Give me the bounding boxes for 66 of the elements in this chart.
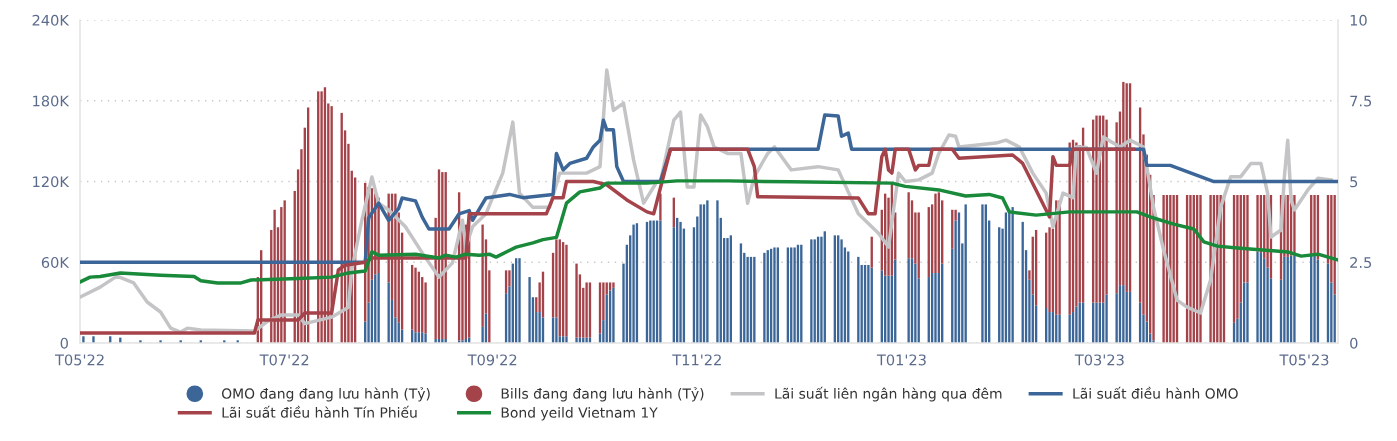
y2-tick-label: 7.5 [1350, 95, 1372, 107]
y2-tick-label: 0 [1350, 337, 1358, 349]
bar [716, 200, 719, 344]
bar [608, 282, 612, 291]
x-tick-label: T09'22 [467, 354, 517, 366]
bar [1075, 306, 1078, 344]
bar [92, 336, 95, 344]
bar [706, 200, 709, 344]
line-series [80, 179, 1339, 285]
bar [1293, 255, 1296, 344]
bar [159, 340, 162, 344]
x-tick-label: T11'22 [672, 354, 721, 366]
bar [632, 224, 635, 344]
bar [575, 337, 578, 344]
bar [575, 263, 578, 338]
y2-tick-label: 10 [1350, 14, 1367, 26]
legend-label: Bills đang đang lưu hành (Tỷ) [501, 387, 704, 402]
x-tick-label: T01'23 [876, 354, 926, 366]
bar [1236, 194, 1239, 319]
legend-label: Lãi suất điều hành Tín Phiếu [222, 405, 417, 418]
bar [753, 256, 756, 344]
bar [746, 256, 749, 344]
bar [1122, 285, 1125, 344]
bar [1256, 251, 1259, 344]
y-tick-label: 0 [60, 337, 68, 349]
y-tick-label: 120K [33, 176, 70, 188]
y2-tick-label: 2.5 [1350, 256, 1372, 269]
bar [857, 256, 860, 344]
line-series [80, 68, 1334, 334]
y-tick-label: 60K [41, 256, 70, 269]
bar [659, 220, 662, 344]
bar [679, 221, 682, 344]
x-tick-label: T07'22 [259, 354, 309, 366]
legend-label: Bond yeild Vietnam 1Y [501, 407, 658, 421]
bar [1068, 314, 1071, 344]
bar [528, 277, 531, 344]
bar [699, 204, 702, 344]
x-tick-label: T03'23 [1074, 354, 1124, 366]
bar [555, 317, 558, 344]
x-tick-label: T05'22 [54, 354, 104, 366]
bar [1246, 194, 1249, 283]
bar [585, 282, 588, 338]
bar [840, 239, 843, 344]
bar [907, 258, 910, 344]
bar [565, 336, 568, 344]
bar [565, 244, 568, 337]
bar [612, 282, 615, 288]
legend-label: Lãi suất liên ngân hàng qua đêm [775, 386, 1002, 402]
y-tick-label: 180K [33, 95, 70, 107]
bar [139, 340, 142, 344]
y-tick-label: 240K [32, 14, 70, 26]
bar [434, 338, 437, 344]
bar [659, 193, 662, 221]
bar [82, 336, 85, 344]
bar [1105, 294, 1108, 344]
x-tick-label: T05'23 [1279, 354, 1329, 366]
y2-tick-label: 5 [1350, 176, 1358, 188]
legend-label: OMO đang đang lưu hành (Tỷ) [221, 387, 430, 402]
bar [612, 287, 615, 344]
bar [907, 192, 910, 259]
legend-label: Lãi suất điều hành OMO [1073, 386, 1238, 399]
bar [1048, 227, 1051, 313]
bar [1246, 282, 1249, 344]
bar [481, 224, 484, 327]
bar [1048, 312, 1051, 344]
bar [726, 238, 729, 344]
